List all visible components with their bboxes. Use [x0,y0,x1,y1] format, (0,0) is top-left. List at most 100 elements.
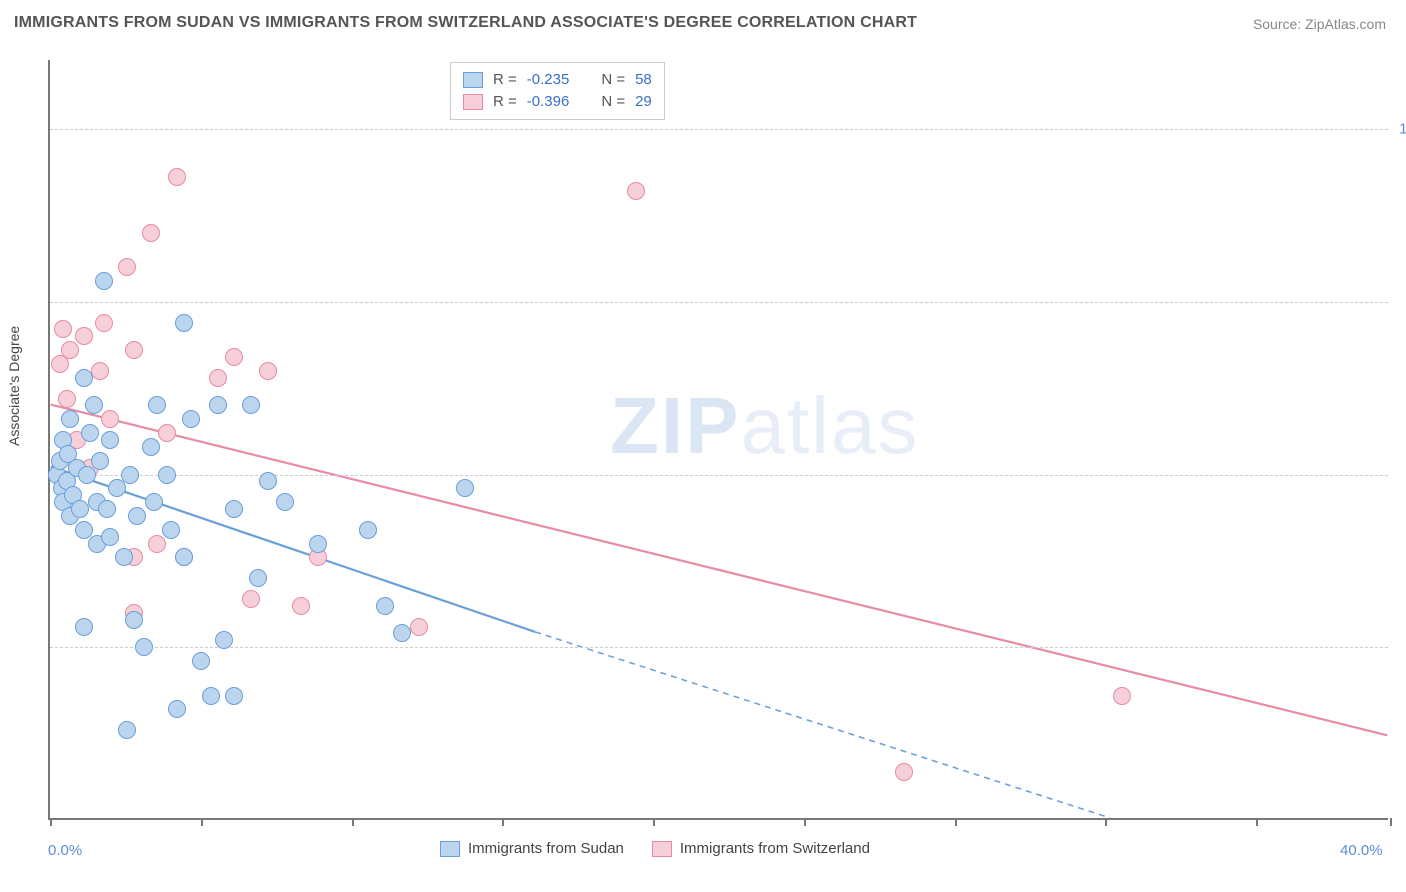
n-value: 29 [635,91,652,113]
sudan-point [121,466,139,484]
switzerland-trend-solid [51,405,1387,736]
switzerland-point [75,327,93,345]
sudan-point [158,466,176,484]
sudan-point [192,652,210,670]
sudan-point [209,396,227,414]
sudan-point [175,314,193,332]
switzerland-point [168,168,186,186]
sudan-point [81,424,99,442]
sudan-point [162,521,180,539]
watermark-light: atlas [740,381,919,470]
sudan-point [456,479,474,497]
sudan-point [259,472,277,490]
x-tick [653,818,655,826]
sudan-point [276,493,294,511]
sudan-point [309,535,327,553]
source-prefix: Source: [1253,16,1305,32]
n-label: N = [601,91,625,113]
sudan-point [168,700,186,718]
sudan-point [359,521,377,539]
sudan-point [249,569,267,587]
sudan-point [225,500,243,518]
sudan-swatch-icon [440,841,460,857]
x-tick [955,818,957,826]
sudan-point [215,631,233,649]
source-attribution: Source: ZipAtlas.com [1253,16,1386,32]
sudan-point [148,396,166,414]
sudan-swatch-icon [463,72,483,88]
series-legend: Immigrants from Sudan Immigrants from Swi… [440,840,870,857]
x-tick [1105,818,1107,826]
switzerland-swatch-icon [463,94,483,110]
sudan-point [175,548,193,566]
switzerland-point [158,424,176,442]
sudan-point [85,396,103,414]
source-name: ZipAtlas.com [1305,16,1386,32]
correlation-legend: R = -0.235N = 58R = -0.396 N = 29 [450,62,665,120]
y-axis-title: Associate's Degree [6,326,22,446]
switzerland-point [142,224,160,242]
watermark-bold: ZIP [610,381,740,470]
trend-lines-layer [50,60,1388,818]
sudan-point [142,438,160,456]
legend-series-label: Immigrants from Switzerland [680,840,870,857]
switzerland-point [895,763,913,781]
switzerland-point [91,362,109,380]
switzerland-point [54,320,72,338]
y-gridline [50,475,1388,476]
switzerland-point [125,341,143,359]
legend-series-label: Immigrants from Sudan [468,840,624,857]
legend-series-sudan: Immigrants from Sudan [440,840,624,857]
sudan-point [78,466,96,484]
switzerland-swatch-icon [652,841,672,857]
sudan-point [202,687,220,705]
sudan-point [91,452,109,470]
y-gridline [50,647,1388,648]
x-tick [1390,818,1392,826]
sudan-point [225,687,243,705]
sudan-point [135,638,153,656]
x-tick [1256,818,1258,826]
sudan-point [61,410,79,428]
legend-stat-row-switzerland: R = -0.396N = 29 [463,91,652,113]
sudan-point [182,410,200,428]
sudan-point [98,500,116,518]
switzerland-point [225,348,243,366]
switzerland-point [61,341,79,359]
sudan-point [242,396,260,414]
sudan-trend-dash [535,632,1110,818]
y-gridline [50,302,1388,303]
x-tick [352,818,354,826]
scatter-plot-area: ZIPatlas R = -0.235N = 58R = -0.396 N = 2… [48,60,1388,820]
r-label: R = [493,69,517,91]
switzerland-point [259,362,277,380]
chart-title: IMMIGRANTS FROM SUDAN VS IMMIGRANTS FROM… [14,14,917,32]
switzerland-point [95,314,113,332]
sudan-point [118,721,136,739]
sudan-point [128,507,146,525]
r-value: -0.235 [527,69,570,91]
sudan-point [75,369,93,387]
x-tick [201,818,203,826]
sudan-point [95,272,113,290]
x-tick [804,818,806,826]
y-tick-label: 100.0% [1399,121,1406,138]
x-axis-min-label: 0.0% [48,842,82,859]
switzerland-point [101,410,119,428]
watermark: ZIPatlas [610,380,919,472]
sudan-point [115,548,133,566]
n-value: 58 [635,69,652,91]
switzerland-point [627,182,645,200]
switzerland-point [410,618,428,636]
switzerland-point [1113,687,1131,705]
sudan-point [393,624,411,642]
sudan-point [101,528,119,546]
switzerland-point [118,258,136,276]
sudan-point [376,597,394,615]
switzerland-point [242,590,260,608]
x-axis-max-label: 40.0% [1340,842,1383,859]
sudan-point [108,479,126,497]
r-value: -0.396 [527,91,570,113]
switzerland-point [209,369,227,387]
legend-stat-row-sudan: R = -0.235N = 58 [463,69,652,91]
